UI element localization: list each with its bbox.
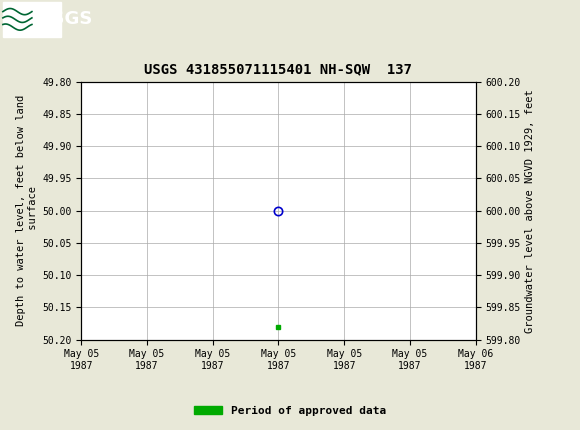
FancyBboxPatch shape [3,2,61,37]
Text: USGS: USGS [38,10,93,28]
Legend: Period of approved data: Period of approved data [190,401,390,420]
Y-axis label: Groundwater level above NGVD 1929, feet: Groundwater level above NGVD 1929, feet [525,89,535,332]
Title: USGS 431855071115401 NH-SQW  137: USGS 431855071115401 NH-SQW 137 [144,62,412,77]
Y-axis label: Depth to water level, feet below land
 surface: Depth to water level, feet below land su… [16,95,38,326]
